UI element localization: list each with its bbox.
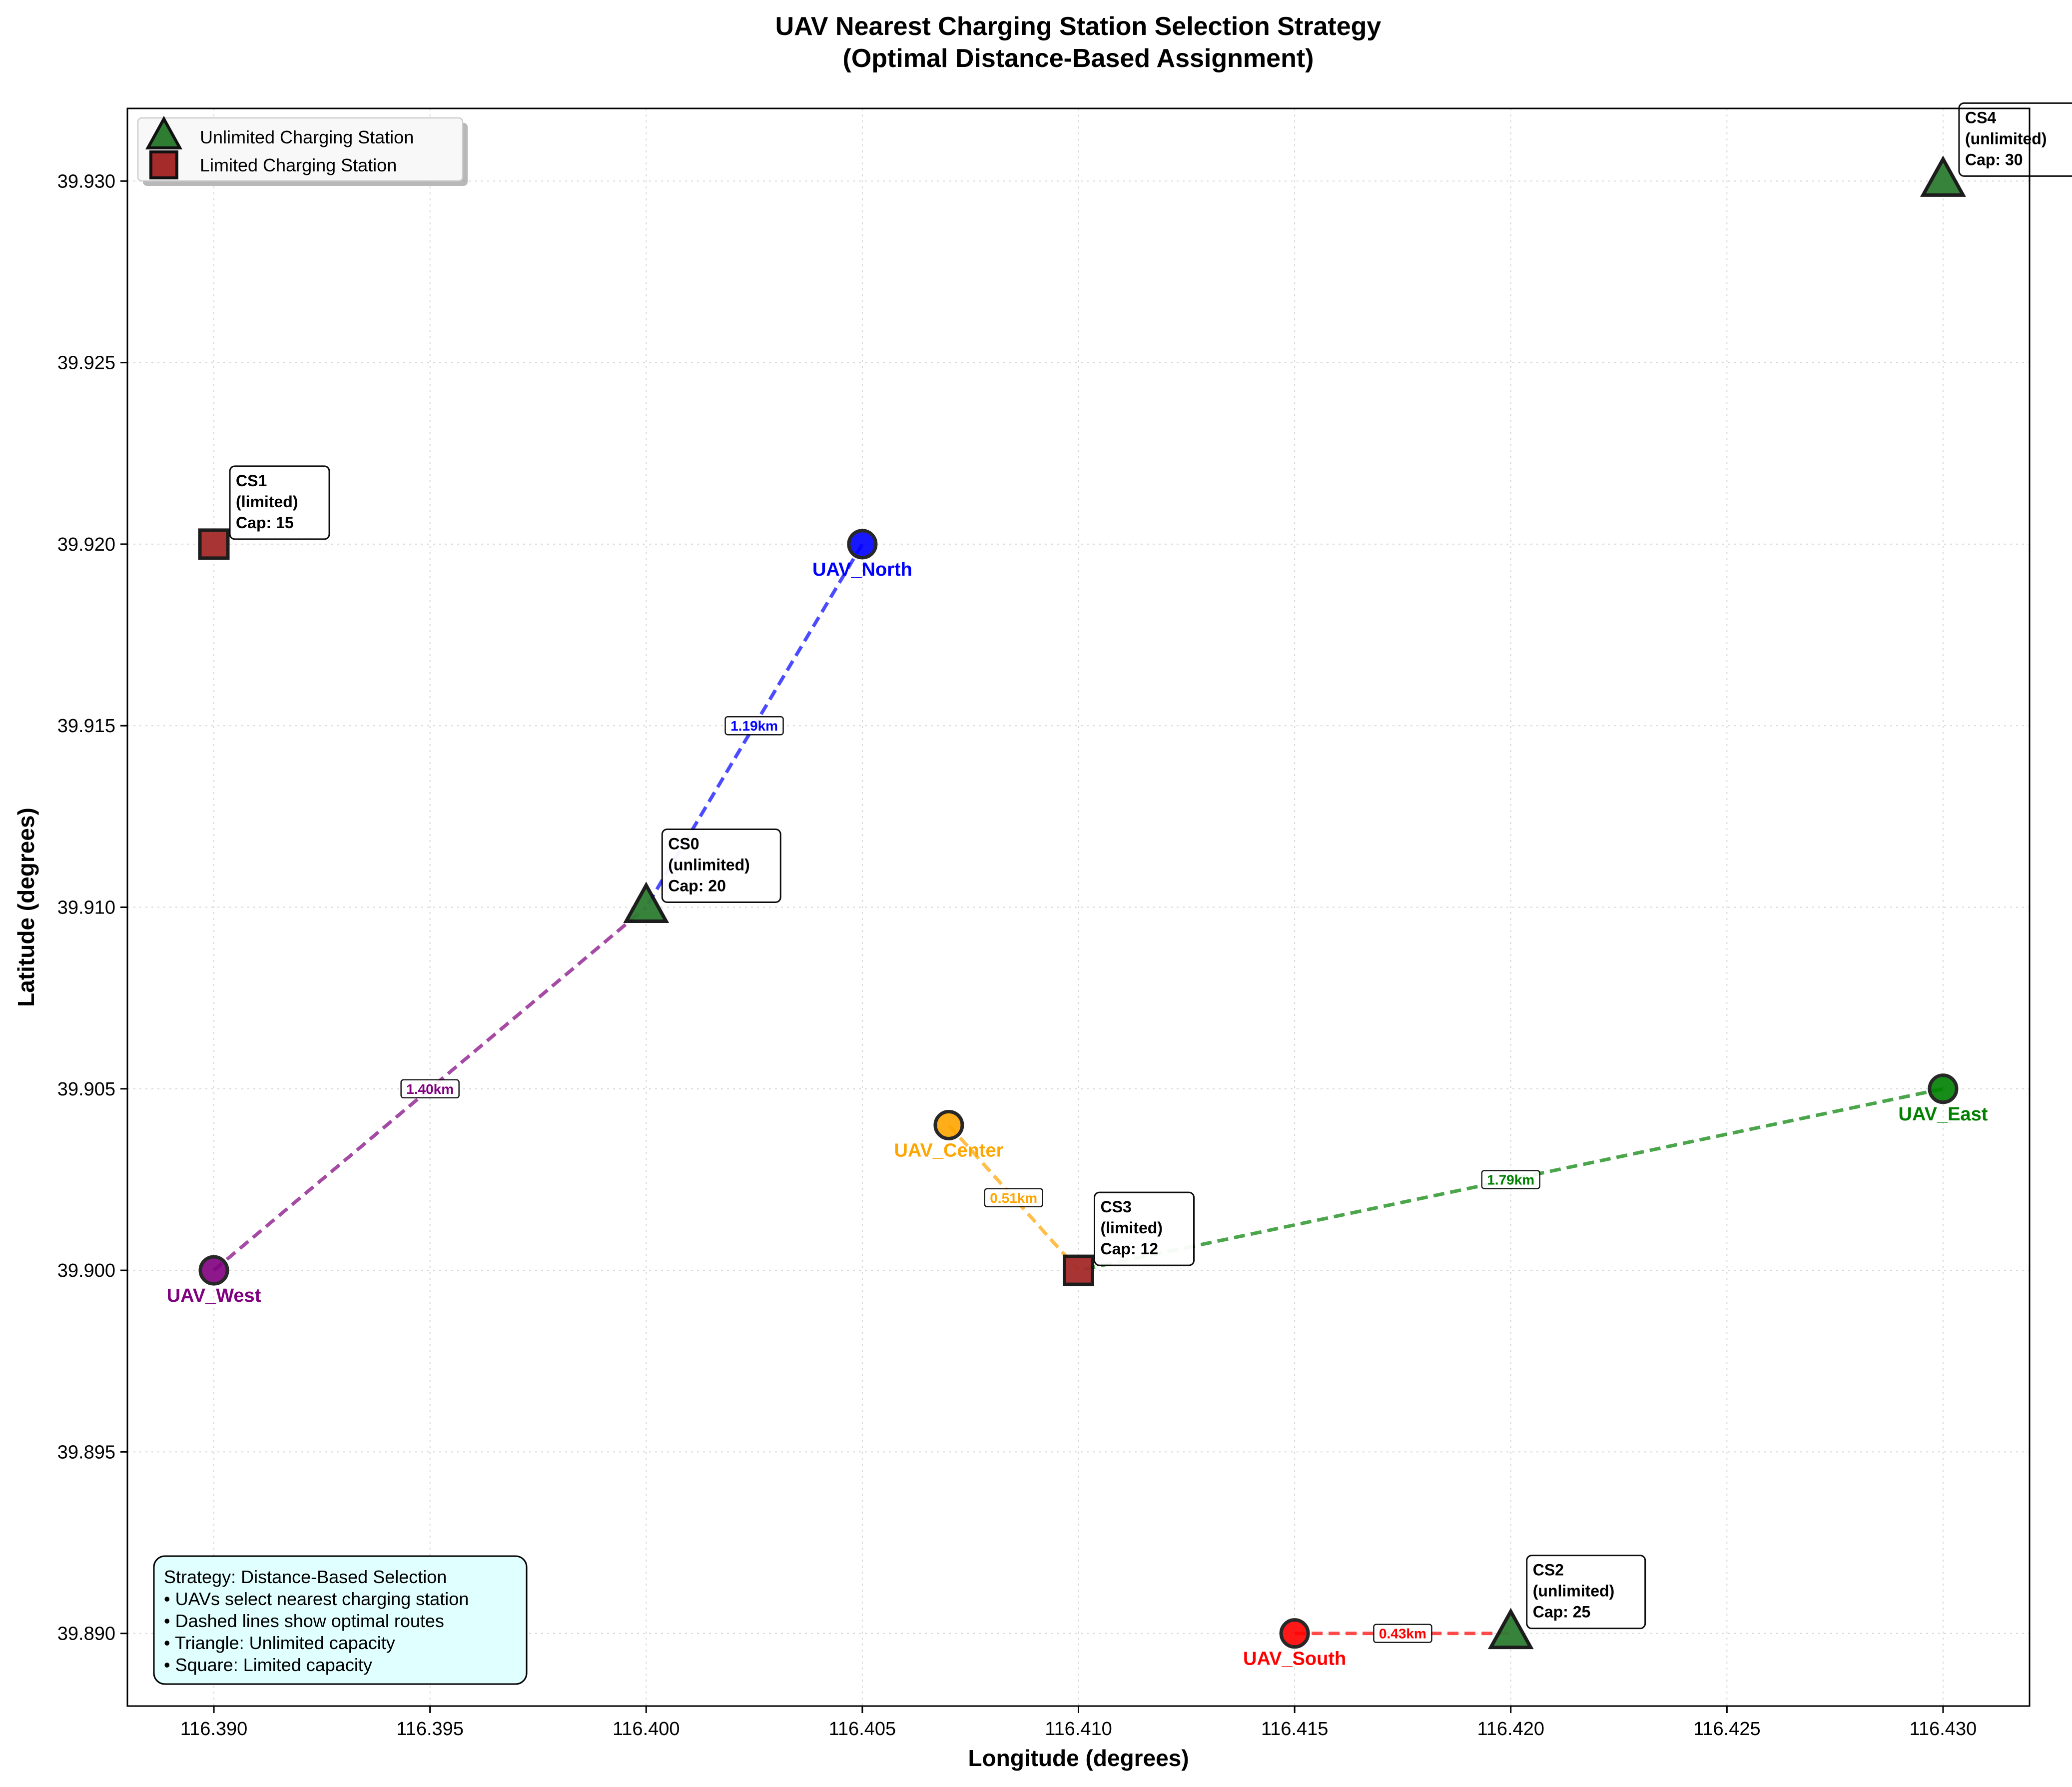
uav-name-label: UAV_South (1243, 1649, 1346, 1670)
y-tick-label: 39.890 (57, 1624, 115, 1645)
station-label-line: Cap: 30 (1965, 150, 2023, 168)
limited-station-marker (1063, 1254, 1094, 1286)
info-box-line: • Square: Limited capacity (164, 1655, 372, 1675)
x-tick-label: 116.410 (1045, 1719, 1112, 1740)
station-label-line: (limited) (236, 493, 298, 511)
distance-label-text: 1.40km (406, 1081, 454, 1097)
chart-title-line: (Optimal Distance-Based Assignment) (843, 44, 1314, 73)
station-label-line: CS2 (1533, 1561, 1564, 1579)
unlimited-station-marker (623, 882, 670, 923)
distance-label-text: 1.79km (1487, 1172, 1534, 1187)
distance-label-box (1373, 1624, 1432, 1643)
station-label-line: Cap: 12 (1101, 1240, 1159, 1258)
legend-box (137, 117, 464, 182)
distance-label-text: 0.43km (1379, 1626, 1426, 1642)
station-label-line: CS3 (1101, 1198, 1132, 1216)
x-tick-label: 116.425 (1693, 1719, 1761, 1740)
unlimited-station-marker (1920, 155, 1966, 197)
info-box-line: Strategy: Distance-Based Selection (164, 1567, 447, 1587)
station-label-box (1094, 1191, 1195, 1266)
station-label-line: (unlimited) (668, 856, 750, 874)
grid (127, 108, 2030, 1706)
legend-triangle-icon (145, 115, 183, 149)
chart-title-line: UAV Nearest Charging Station Selection S… (775, 12, 1381, 41)
distance-label: 1.79km (1481, 1170, 1540, 1189)
distance-label-text: 0.51km (990, 1190, 1037, 1206)
uav-name-label: UAV_West (167, 1285, 261, 1306)
distance-label-text: 1.19km (730, 718, 778, 734)
y-tick-label: 39.895 (57, 1442, 115, 1463)
distance-label-box (984, 1188, 1043, 1208)
point-labels: 1.19km 1.40km 0.51km 1.79km 0.43km UAV_North U… (167, 102, 2072, 1670)
x-tick-label: 116.390 (180, 1719, 248, 1740)
uav-name-label: UAV_Center (894, 1140, 1003, 1161)
y-tick-label: 39.915 (57, 716, 115, 737)
x-axis-label: Longitude (degrees) (968, 1745, 1189, 1771)
station-label-line: (unlimited) (1533, 1582, 1615, 1600)
station-label-line: CS0 (668, 835, 699, 853)
y-tick-label: 39.910 (57, 897, 115, 918)
y-tick-label: 39.900 (57, 1260, 115, 1281)
uav-name-label: UAV_North (812, 559, 912, 580)
station-label-line: (unlimited) (1965, 129, 2047, 147)
uav-marker (1279, 1618, 1310, 1649)
station-label-box (1958, 102, 2072, 177)
y-tick-label: 39.905 (57, 1079, 115, 1100)
x-tick-label: 116.430 (1910, 1719, 1977, 1740)
strategy-info-box: Strategy: Distance-Based Selection• UAVs… (153, 1555, 528, 1685)
info-box-background (153, 1555, 528, 1685)
station-label-box (661, 829, 781, 903)
station-label-line: Cap: 15 (236, 514, 294, 532)
distance-label: 0.43km (1373, 1624, 1432, 1643)
uav-name-label: UAV_East (1899, 1104, 1988, 1125)
station-label-box (1526, 1555, 1646, 1630)
route-line (947, 1124, 1080, 1272)
info-box-line: • Dashed lines show optimal routes (164, 1611, 444, 1631)
station-label: CS4 (unlimited) Cap: 30 (1958, 102, 2072, 177)
x-tick-label: 116.415 (1261, 1719, 1329, 1740)
distance-label: 1.40km (400, 1079, 460, 1099)
x-tick-label: 116.395 (396, 1719, 464, 1740)
distance-label: 0.51km (984, 1188, 1043, 1208)
station-label: CS3 (limited) Cap: 12 (1094, 1191, 1195, 1266)
legend: Unlimited Charging Station Limited Chargi… (137, 115, 468, 186)
x-tick-label: 116.420 (1477, 1719, 1544, 1740)
distance-label-box (400, 1079, 460, 1099)
markers (198, 155, 1966, 1650)
station-label: CS2 (unlimited) Cap: 25 (1526, 1555, 1646, 1630)
y-tick-label: 39.925 (57, 353, 115, 374)
info-box-line: • UAVs select nearest charging station (164, 1589, 469, 1609)
x-tick-label: 116.405 (829, 1719, 896, 1740)
distance-label-box (1481, 1170, 1540, 1189)
station-label: CS1 (limited) Cap: 15 (229, 465, 330, 540)
distance-label-box (724, 716, 784, 736)
station-label-box (229, 465, 330, 540)
uav-marker (847, 529, 878, 560)
legend-label: Limited Charging Station (200, 155, 397, 175)
uav-marker (1928, 1073, 1959, 1104)
uav-marker (933, 1109, 964, 1140)
legend-label: Unlimited Charging Station (200, 127, 414, 147)
distance-label: 1.19km (724, 716, 784, 736)
x-tick-label: 116.400 (613, 1719, 680, 1740)
limited-station-marker (198, 528, 230, 560)
station-label: CS0 (unlimited) Cap: 20 (661, 829, 781, 903)
station-label-line: (limited) (1101, 1219, 1163, 1237)
station-label-line: Cap: 25 (1533, 1603, 1591, 1621)
station-label-line: Cap: 20 (668, 877, 726, 895)
chart-title: UAV Nearest Charging Station Selection S… (775, 12, 1381, 73)
y-axis-label: Latitude (degrees) (13, 808, 39, 1007)
legend-square-icon (149, 150, 178, 179)
y-tick-label: 39.920 (57, 534, 115, 555)
station-label-line: CS1 (236, 472, 267, 490)
station-label-line: CS4 (1965, 108, 1996, 126)
uav-marker (198, 1255, 229, 1286)
y-tick-label: 39.930 (57, 171, 115, 192)
axis-ticks: 116.390 116.395 116.400 116.405 116.410 116.4… (57, 171, 1977, 1740)
unlimited-station-marker (1487, 1608, 1534, 1650)
info-box-line: • Triangle: Unlimited capacity (164, 1633, 395, 1653)
